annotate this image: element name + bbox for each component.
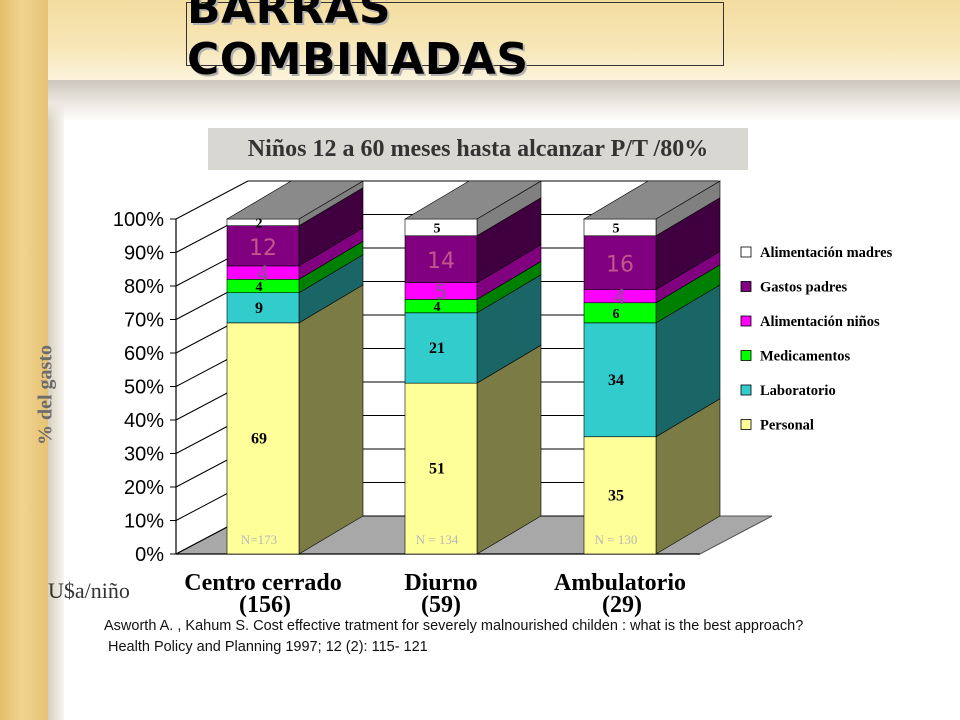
data-label: 4 <box>256 280 263 295</box>
x-category-label: Ambulatorio <box>554 570 686 596</box>
bar-segment <box>583 235 657 290</box>
data-label: 4 <box>257 262 270 286</box>
data-label: 12 <box>249 236 277 261</box>
y-tick-label: 100% <box>113 209 164 231</box>
bar-segment <box>226 225 300 267</box>
y-tick-label: 20% <box>124 477 164 499</box>
sample-size-label: N = 130 <box>595 532 638 547</box>
legend-swatch <box>740 281 752 292</box>
sample-size-label: N = 134 <box>416 532 459 547</box>
data-label: 21 <box>429 340 445 357</box>
bar-top-face <box>403 180 543 220</box>
data-label: 35 <box>608 487 624 504</box>
y-tick-label: 90% <box>124 243 164 265</box>
slide-title: BARRAS COMBINADAS <box>187 0 529 85</box>
data-label: 5 <box>435 280 448 304</box>
slide-title-box: BARRAS COMBINADAS <box>186 0 724 85</box>
legend-label: Gastos padres <box>760 280 848 296</box>
citation-line-2: Health Policy and Planning 1997; 12 (2):… <box>108 639 428 655</box>
data-label: 2 <box>256 216 263 231</box>
legend-label: Laboratorio <box>760 383 836 399</box>
gridline-diagonal <box>175 180 249 220</box>
data-label: 69 <box>251 430 267 447</box>
y-tick-label: 10% <box>124 511 164 533</box>
bar-segment <box>404 235 478 283</box>
bar-segment <box>226 292 300 324</box>
y-tick-label: 0% <box>135 544 164 566</box>
y-tick-label: 50% <box>124 377 164 399</box>
bar-segment <box>404 218 478 237</box>
data-label: 4 <box>434 300 441 315</box>
x-category-label: Centro cerrado <box>184 570 342 596</box>
sample-size-label: N=173 <box>241 532 277 547</box>
cost-label-diurno: (59) <box>421 592 461 618</box>
paper-left-strip <box>0 0 48 720</box>
data-label: 6 <box>613 307 620 322</box>
legend-swatch <box>740 419 752 430</box>
legend-label: Alimentación niños <box>760 314 880 330</box>
y-tick-label: 60% <box>124 343 164 365</box>
paper-top-strip <box>0 0 960 80</box>
data-label: 16 <box>606 253 634 278</box>
data-label: 5 <box>613 221 620 236</box>
data-label: 5 <box>434 221 441 236</box>
cost-label-centro-cerrado: (156) <box>239 592 291 618</box>
bar-segment <box>583 322 657 438</box>
x-category-label: Diurno <box>404 570 477 596</box>
citation-line-1: Asworth A. , Kahum S. Cost effective tra… <box>104 618 804 634</box>
data-label: 14 <box>427 249 455 274</box>
paper-fold <box>48 80 64 720</box>
citation: Asworth A. , Kahum S. Cost effective tra… <box>104 616 803 658</box>
data-label: 9 <box>255 300 263 317</box>
y-tick-label: 30% <box>124 444 164 466</box>
bar-side-face <box>298 284 364 555</box>
bar-segment <box>583 436 657 555</box>
data-label: 51 <box>429 461 445 478</box>
y-tick-label: 80% <box>124 276 164 298</box>
chart-title: Niños 12 a 60 meses hasta alcanzar P/T /… <box>208 128 748 170</box>
paper-shadow <box>48 80 960 122</box>
legend-swatch <box>740 246 752 258</box>
y-tick-label: 40% <box>124 410 164 432</box>
bar-segment <box>404 382 478 555</box>
bar-top-face <box>225 180 365 220</box>
unit-label: U$a/niño <box>48 578 130 603</box>
bar-segment <box>226 218 300 226</box>
cost-label-ambulatorio: (29) <box>602 592 642 618</box>
bar-segment <box>583 218 657 237</box>
bar-segment <box>226 322 300 555</box>
legend-label: Medicamentos <box>760 349 851 365</box>
bar-segment <box>404 312 478 384</box>
bar-top-face <box>582 180 722 220</box>
legend-label: Alimentación madres <box>760 245 893 261</box>
data-label: 34 <box>608 372 624 389</box>
data-label: 4 <box>614 285 627 309</box>
legend-label: Personal <box>760 418 814 434</box>
y-tick-label: 70% <box>124 310 164 332</box>
y-axis-label: % del gasto <box>34 345 57 445</box>
legend-swatch <box>740 315 752 327</box>
legend-swatch <box>740 384 752 396</box>
legend-swatch <box>740 350 752 361</box>
